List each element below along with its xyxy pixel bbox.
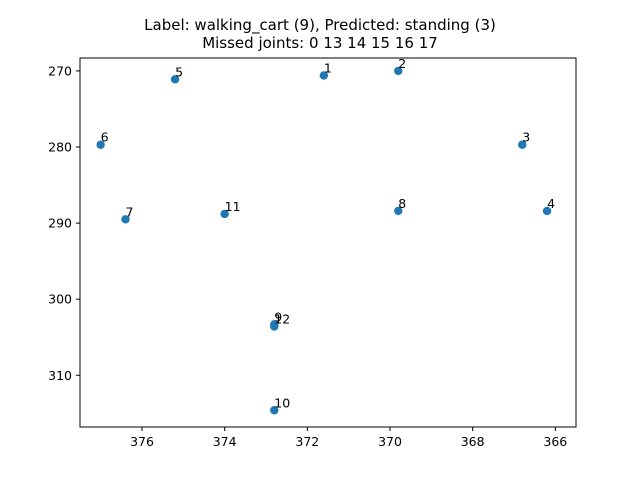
data-point-1 (319, 71, 329, 80)
point-label-10: 10 (274, 395, 290, 410)
data-point-12 (270, 322, 279, 331)
point-label-8: 8 (398, 196, 406, 211)
x-tick-label: 372 (295, 434, 319, 449)
data-point-4 (542, 206, 552, 216)
point-label-1: 1 (324, 60, 332, 75)
point-label-4: 4 (547, 196, 555, 211)
x-tick-label: 370 (378, 434, 402, 449)
y-tick-label: 300 (48, 292, 72, 307)
data-point-5 (170, 75, 180, 84)
y-tick-label: 280 (48, 140, 72, 155)
chart-title-line-2: Missed joints: 0 13 14 15 16 17 (202, 34, 438, 52)
data-point-10 (270, 406, 279, 415)
point-label-5: 5 (175, 64, 183, 79)
x-tick-label: 368 (461, 434, 485, 449)
point-label-9: 9 (274, 309, 282, 324)
point-label-12: 12 (274, 312, 290, 327)
x-tick-label: 376 (130, 434, 154, 449)
point-label-2: 2 (398, 56, 406, 71)
data-point-3 (518, 140, 527, 149)
data-point-11 (220, 209, 229, 219)
point-label-3: 3 (522, 130, 530, 145)
y-tick-label: 290 (48, 216, 72, 231)
point-label-11: 11 (225, 199, 241, 214)
plot-area (79, 57, 577, 428)
y-tick-label: 310 (48, 368, 72, 383)
point-label-7: 7 (125, 204, 133, 219)
data-point-7 (121, 215, 130, 224)
data-point-6 (96, 140, 105, 149)
point-label-6: 6 (101, 130, 109, 145)
chart-title-line-1: Label: walking_cart (9), Predicted: stan… (144, 16, 496, 34)
y-axis: 270 280 290 300 310 (48, 63, 80, 383)
x-tick-label: 374 (213, 434, 237, 449)
x-tick-label: 366 (543, 434, 567, 449)
data-points (96, 66, 552, 415)
x-axis: 376 374 372 370 368 366 (130, 427, 567, 449)
y-tick-label: 270 (48, 63, 72, 78)
data-point-2 (394, 66, 403, 76)
chart-title: Label: walking_cart (9), Predicted: stan… (0, 16, 640, 52)
data-point-8 (394, 206, 403, 216)
